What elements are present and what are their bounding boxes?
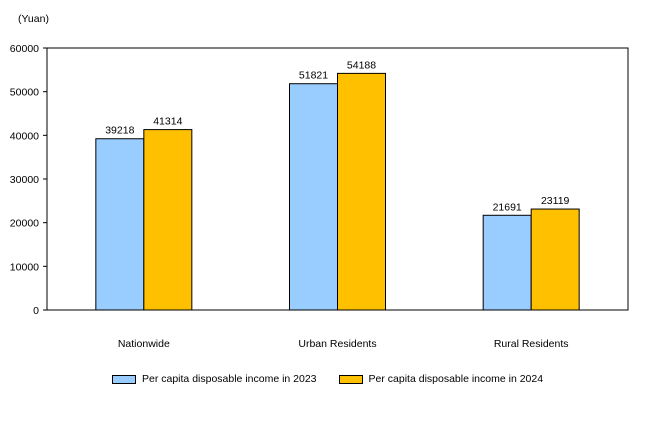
bar-2024-rural-residents (530, 208, 580, 311)
data-label: 54188 (347, 59, 376, 71)
data-label: 51821 (299, 70, 328, 82)
y-tick-label: 60000 (10, 43, 39, 55)
bar-2023-nationwide (95, 138, 145, 311)
bars-group (95, 72, 580, 311)
x-axis-labels: Nationwide Urban Residents Rural Residents (118, 338, 569, 350)
y-tick-label: 50000 (10, 87, 39, 99)
bar-2023-rural-residents (482, 214, 532, 311)
data-label: 21691 (493, 201, 522, 213)
bar-2023-urban-residents (289, 83, 338, 311)
y-tick-label: 10000 (10, 261, 39, 273)
bar-2024-nationwide (143, 129, 193, 311)
legend: Per capita disposable income in 2023 Per… (112, 373, 565, 385)
bar-2024-urban-residents (337, 72, 386, 311)
legend-label-2023: Per capita disposable income in 2023 (142, 373, 317, 385)
x-category-label: Nationwide (118, 338, 170, 350)
x-category-label: Rural Residents (494, 338, 569, 350)
legend-swatch-2023 (112, 374, 136, 384)
y-tick-label: 40000 (10, 130, 39, 142)
legend-item-2023: Per capita disposable income in 2023 (112, 373, 317, 385)
data-labels-group: 39218 41314 51821 54188 21691 23119 (105, 59, 569, 213)
y-tick-label: 20000 (10, 218, 39, 230)
legend-label-2024: Per capita disposable income in 2024 (368, 373, 544, 385)
y-axis-unit-label: (Yuan) (18, 13, 49, 25)
data-label: 39218 (105, 125, 134, 137)
legend-swatch-2024 (338, 374, 363, 384)
y-axis: 0 10000 20000 30000 40000 50000 60000 (10, 43, 47, 317)
legend-item-2024: Per capita disposable income in 2024 (338, 373, 544, 385)
y-tick-label: 0 (33, 305, 39, 317)
y-tick-label: 30000 (10, 174, 39, 186)
x-category-label: Urban Residents (298, 338, 376, 350)
data-label: 23119 (541, 195, 570, 207)
data-label: 41314 (153, 116, 182, 128)
